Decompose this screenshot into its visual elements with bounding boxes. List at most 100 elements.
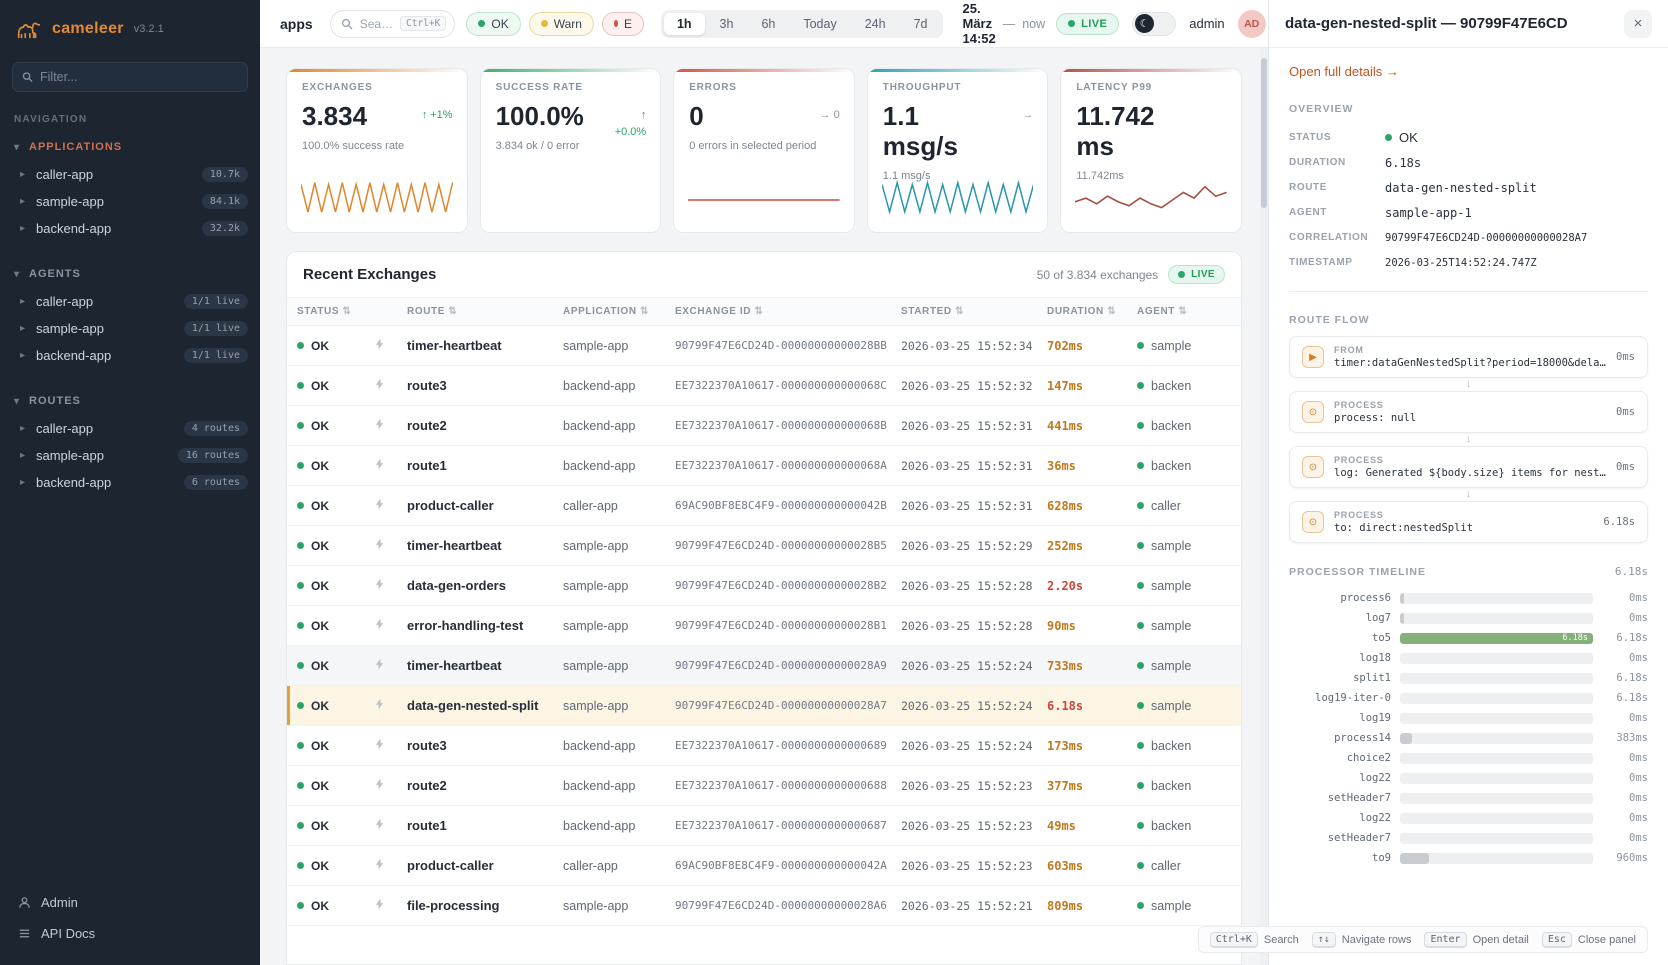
cell-status: OK	[287, 845, 365, 886]
status-dot-icon	[1137, 621, 1144, 629]
flow-node-duration: 0ms	[1616, 351, 1635, 363]
cell-application: backend-app	[553, 805, 665, 846]
column-header-started[interactable]: STARTED ⇅	[891, 297, 1037, 326]
live-toggle[interactable]: LIVE	[1056, 12, 1120, 35]
shortcut-close-panel: Esc Close panel	[1541, 932, 1636, 947]
close-icon[interactable]: ×	[1624, 9, 1652, 38]
cell-status: OK	[287, 765, 365, 806]
column-header-icon[interactable]	[365, 297, 397, 326]
sidebar-filter[interactable]	[12, 62, 248, 92]
table-row[interactable]: OK route3 backend-app EE7322370A10617-00…	[287, 725, 1241, 766]
sidebar-item-caller-app[interactable]: ▸ caller-app 1/1 live	[0, 288, 260, 315]
sidebar-item-backend-app[interactable]: ▸ backend-app 1/1 live	[0, 342, 260, 369]
column-header-status[interactable]: STATUS ⇅	[287, 297, 365, 326]
status-dot-icon	[1137, 661, 1144, 669]
table-row[interactable]: OK error-handling-test sample-app 90799F…	[287, 605, 1241, 646]
range-7d[interactable]: 7d	[901, 13, 941, 35]
cell-application: backend-app	[553, 725, 665, 766]
cell-route: route1	[397, 445, 553, 486]
sidebar-section-agents[interactable]: ▾ AGENTS	[14, 268, 81, 280]
table-row[interactable]: OK timer-heartbeat sample-app 90799F47E6…	[287, 645, 1241, 686]
timeline-bar-track	[1400, 832, 1593, 844]
overview-row-duration: DURATION 6.18s	[1289, 150, 1648, 175]
search-input[interactable]: Sea… Ctrl+K	[329, 9, 456, 38]
table-row[interactable]: OK route1 backend-app EE7322370A10617-00…	[287, 445, 1241, 486]
table-row[interactable]: OK timer-heartbeat sample-app 90799F47E6…	[287, 325, 1241, 366]
overview-row-correlation: CORRELATION 90799F47E6CD24D-000000000000…	[1289, 225, 1648, 250]
column-header-exchange-id[interactable]: EXCHANGE ID ⇅	[665, 297, 891, 326]
play-icon: ▶	[1302, 346, 1324, 368]
flow-node-process[interactable]: ⊙ PROCESS process: null 0ms	[1289, 391, 1648, 433]
sidebar-section-applications[interactable]: ▾ APPLICATIONS	[14, 141, 123, 153]
table-row[interactable]: OK timer-heartbeat sample-app 90799F47E6…	[287, 525, 1241, 566]
table-row[interactable]: OK file-processing sample-app 90799F47E6…	[287, 885, 1241, 926]
exchanges-table: STATUS ⇅ ROUTE ⇅ APPLICATION ⇅ EXCHANGE ID …	[287, 297, 1241, 926]
status-dot-icon	[297, 421, 304, 429]
range-6h[interactable]: 6h	[748, 13, 788, 35]
sidebar-item-sample-app[interactable]: ▸ sample-app 84.1k	[0, 188, 260, 215]
range-today[interactable]: Today	[790, 13, 849, 35]
flow-node-from[interactable]: ▶ FROM timer:dataGenNestedSplit?period=1…	[1289, 336, 1648, 378]
cell-bolt	[365, 645, 397, 686]
flow-node-duration: 0ms	[1616, 461, 1635, 473]
cell-exchange-id: 69AC90BF8E8C4F9-000000000000042B	[665, 485, 891, 526]
table-row[interactable]: OK route3 backend-app EE7322370A10617-00…	[287, 365, 1241, 406]
cell-duration: 173ms	[1037, 725, 1127, 766]
filter-chip-ok[interactable]: OK	[466, 11, 521, 36]
range-1h[interactable]: 1h	[663, 12, 705, 35]
main-scrollbar[interactable]	[1260, 48, 1268, 965]
cell-duration: 36ms	[1037, 445, 1127, 486]
filter-chip-warn[interactable]: Warn	[528, 11, 594, 36]
bolt-icon	[375, 698, 384, 710]
table-row[interactable]: OK data-gen-orders sample-app 90799F47E6…	[287, 565, 1241, 606]
column-header-duration[interactable]: DURATION ⇅	[1037, 297, 1127, 326]
sidebar-section-routes[interactable]: ▾ ROUTES	[14, 395, 81, 407]
kpi-value: 11.742 ms	[1076, 101, 1155, 161]
column-header-application[interactable]: APPLICATION ⇅	[553, 297, 665, 326]
timeline-row-split1: split1 6.18s	[1289, 668, 1648, 688]
status-dot-icon	[1137, 541, 1144, 549]
cell-status: OK	[287, 365, 365, 406]
column-header-route[interactable]: ROUTE ⇅	[397, 297, 553, 326]
kpi-label: LATENCY P99	[1076, 82, 1153, 93]
cell-agent: sample	[1127, 645, 1241, 686]
table-row[interactable]: OK route2 backend-app EE7322370A10617-00…	[287, 765, 1241, 806]
range-24h[interactable]: 24h	[852, 13, 899, 35]
sidebar-footer-label: Admin	[41, 895, 78, 910]
sidebar-item-caller-app[interactable]: ▸ caller-app 4 routes	[0, 415, 260, 442]
sidebar-item-sample-app[interactable]: ▸ sample-app 16 routes	[0, 442, 260, 469]
sidebar-item-backend-app[interactable]: ▸ backend-app 6 routes	[0, 469, 260, 496]
table-row[interactable]: OK route1 backend-app EE7322370A10617-00…	[287, 805, 1241, 846]
sidebar-item-sample-app[interactable]: ▸ sample-app 1/1 live	[0, 315, 260, 342]
flow-node-code: to: direct:nestedSplit	[1334, 522, 1474, 534]
sidebar-item-label: caller-app	[36, 421, 94, 436]
navigation-label: NAVIGATION	[14, 114, 88, 125]
flow-node-process[interactable]: ⊙ PROCESS to: direct:nestedSplit 6.18s	[1289, 501, 1648, 543]
cell-application: sample-app	[553, 565, 665, 606]
cell-duration: 441ms	[1037, 405, 1127, 446]
sidebar-item-backend-app[interactable]: ▸ backend-app 32.2k	[0, 215, 260, 242]
table-row[interactable]: OK product-caller caller-app 69AC90BF8E8…	[287, 845, 1241, 886]
timeline-row-log22: log22 0ms	[1289, 808, 1648, 828]
sidebar-filter-input[interactable]	[40, 70, 238, 84]
table-row[interactable]: OK data-gen-nested-split sample-app 9079…	[287, 685, 1241, 726]
main-scrollbar-thumb[interactable]	[1261, 58, 1267, 208]
theme-toggle[interactable]: ☾	[1132, 11, 1177, 36]
sidebar-item-caller-app[interactable]: ▸ caller-app 10.7k	[0, 161, 260, 188]
flow-node-process[interactable]: ⊙ PROCESS log: Generated ${body.size} it…	[1289, 446, 1648, 488]
timeline-duration: 6.18s	[1616, 632, 1648, 644]
status-dot-icon	[478, 20, 486, 27]
avatar[interactable]: AD	[1237, 9, 1266, 38]
table-row[interactable]: OK product-caller caller-app 69AC90BF8E8…	[287, 485, 1241, 526]
table-summary: 50 of 3.834 exchanges	[1036, 267, 1159, 282]
date-range-picker[interactable]: 25. März 14:52 — now	[962, 1, 1045, 46]
app-version: v3.2.1	[133, 23, 164, 35]
sidebar-item-api-docs[interactable]: API Docs	[14, 918, 246, 949]
filter-chip-e[interactable]: E	[601, 11, 644, 36]
open-full-details-link[interactable]: Open full details →	[1289, 64, 1399, 79]
table-row[interactable]: OK route2 backend-app EE7322370A10617-00…	[287, 405, 1241, 446]
range-3h[interactable]: 3h	[707, 13, 747, 35]
timeline-row-setHeader7: setHeader7 0ms	[1289, 788, 1648, 808]
sidebar-item-admin[interactable]: Admin	[14, 887, 246, 918]
column-header-agent[interactable]: AGENT ⇅	[1127, 297, 1241, 326]
